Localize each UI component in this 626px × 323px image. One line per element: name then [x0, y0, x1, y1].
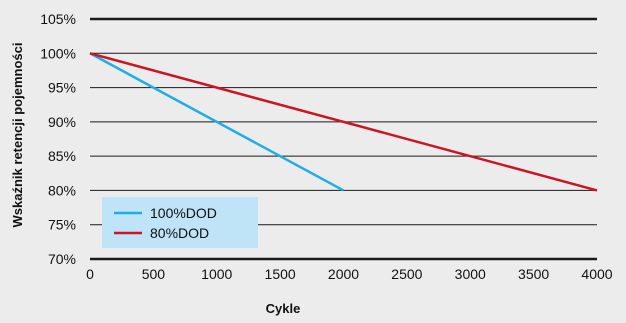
y-tick-label: 75%	[48, 217, 76, 233]
legend-background	[102, 197, 258, 248]
y-tick-label: 95%	[48, 80, 76, 96]
legend-label-80dod: 80%DOD	[150, 225, 209, 241]
y-axis-ticks: 70% 75% 80% 85% 90% 95% 100% 105%	[40, 11, 76, 267]
series-lines	[89, 52, 598, 192]
x-axis-title: Cykle	[266, 301, 301, 316]
legend-label-100dod: 100%DOD	[150, 205, 217, 221]
y-tick-label: 90%	[48, 114, 76, 130]
x-tick-label: 1500	[265, 266, 296, 282]
x-tick-label: 3500	[518, 266, 549, 282]
y-tick-label: 100%	[40, 45, 76, 61]
series-line-80dod	[89, 52, 598, 192]
x-tick-label: 2500	[391, 266, 422, 282]
y-tick-label: 80%	[48, 182, 76, 198]
y-axis-title: Wskaźnik retencji pojemności	[10, 43, 25, 228]
legend: 100%DOD 80%DOD	[102, 197, 258, 248]
x-tick-label: 4000	[581, 266, 612, 282]
y-tick-label: 85%	[48, 148, 76, 164]
x-tick-label: 500	[142, 266, 166, 282]
series-line-100dod	[89, 52, 345, 192]
x-tick-label: 1000	[201, 266, 232, 282]
x-tick-label: 3000	[455, 266, 486, 282]
x-tick-label: 2000	[328, 266, 359, 282]
y-tick-label: 105%	[40, 11, 76, 27]
x-tick-label: 0	[86, 266, 94, 282]
x-axis-ticks: 0 500 1000 1500 2000 2500 3000 3500 4000	[86, 266, 613, 282]
y-tick-label: 70%	[48, 251, 76, 267]
